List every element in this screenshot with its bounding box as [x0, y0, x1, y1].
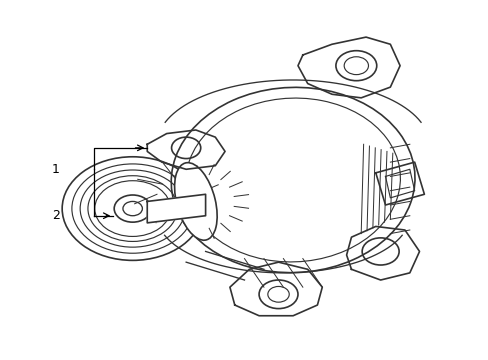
Text: 2: 2	[52, 209, 60, 222]
Polygon shape	[147, 194, 205, 223]
Ellipse shape	[174, 163, 217, 240]
Text: 1: 1	[52, 163, 60, 176]
